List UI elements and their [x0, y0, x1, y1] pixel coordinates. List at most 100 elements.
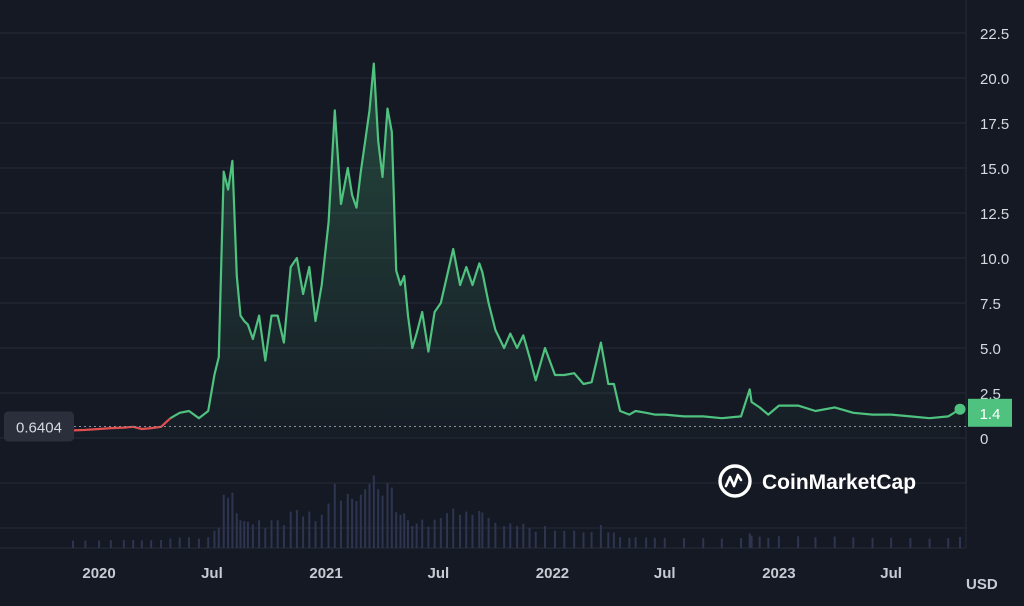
volume-bar	[314, 521, 317, 548]
price-line	[72, 62, 961, 432]
coinmarketcap-logo-icon	[718, 464, 752, 498]
x-tick-label: 2023	[762, 565, 795, 582]
volume-bar	[72, 540, 74, 548]
y-tick-label: 10.0	[980, 251, 1009, 268]
last-price-dot	[954, 403, 966, 415]
volume-bar	[534, 531, 537, 548]
volume-bar	[187, 537, 190, 548]
volume-bar	[959, 536, 961, 548]
volume-bar	[682, 538, 685, 548]
volume-bar	[251, 524, 254, 548]
volume-bar	[178, 537, 181, 548]
volume-bar	[231, 492, 234, 548]
volume-bar	[720, 538, 723, 548]
volume-bar	[481, 512, 484, 548]
volume-bar	[814, 537, 817, 548]
volume-bar	[563, 530, 566, 548]
last-price-tag	[968, 398, 1012, 427]
volume-bar	[465, 511, 468, 548]
volume-bar	[452, 508, 455, 548]
volume-bar	[197, 538, 200, 548]
y-tick-label: 17.5	[980, 116, 1009, 133]
price-area	[73, 63, 960, 438]
volume-bar	[258, 520, 261, 548]
volume-bar	[132, 540, 135, 548]
volume-bar	[160, 540, 163, 548]
volume-bar	[544, 526, 547, 548]
volume-bar	[122, 540, 125, 548]
volume-bar	[528, 527, 531, 548]
volume-bar	[748, 533, 751, 548]
volume-bar	[403, 513, 406, 548]
watermark-text: CoinMarketCap	[762, 471, 916, 494]
volume-bar	[871, 537, 874, 548]
volume-bar	[390, 487, 393, 548]
volume-bar	[582, 532, 585, 548]
y-tick-label: 5.0	[980, 341, 1001, 358]
volume-bar	[607, 532, 610, 548]
volume-bar	[302, 516, 305, 548]
currency-label: USD	[966, 576, 998, 593]
volume-bar	[522, 523, 525, 548]
volume-bar	[364, 489, 367, 548]
y-tick-label: 7.5	[980, 296, 1001, 313]
volume-bar	[590, 532, 593, 548]
volume-bar	[359, 494, 362, 548]
volume-bar	[758, 536, 761, 548]
volume-bar	[573, 530, 576, 548]
volume-bar	[333, 483, 336, 548]
volume-bar	[235, 513, 238, 548]
volume-bar	[98, 540, 101, 548]
volume-bar	[399, 514, 402, 548]
volume-bar	[346, 494, 349, 548]
volume-bar	[516, 526, 519, 548]
volume-bar	[264, 528, 267, 548]
volume-bar	[663, 537, 666, 548]
y-tick-label: 20.0	[980, 71, 1009, 88]
volume-bar	[276, 520, 279, 548]
volume-bar	[947, 538, 950, 548]
x-tick-label: Jul	[201, 565, 223, 582]
volume-bar	[246, 521, 249, 548]
volume-bar	[140, 540, 143, 548]
volume-bar	[239, 520, 242, 548]
volume-bar	[459, 514, 462, 548]
volume-bar	[767, 537, 770, 548]
volume-bar	[740, 538, 743, 548]
volume-bar	[395, 512, 398, 548]
volume-bar	[750, 535, 753, 548]
volume-bar	[478, 510, 481, 548]
volume-bar	[217, 527, 220, 548]
volume-bar	[368, 483, 371, 548]
volume-bar	[909, 538, 912, 548]
volume-bar	[421, 519, 424, 548]
y-tick-label: 15.0	[980, 161, 1009, 178]
y-tick-label: 0	[980, 431, 988, 448]
volume-bar	[351, 498, 354, 548]
volume-bar	[612, 532, 615, 548]
markers: 0.6404 1.4	[4, 398, 1012, 442]
volume-bar	[628, 537, 631, 548]
volume-bar	[852, 537, 855, 548]
volume-bar	[833, 536, 836, 548]
baseline-label: 0.6404	[16, 419, 62, 436]
volume-bar	[84, 540, 87, 548]
volume-bar	[599, 525, 602, 548]
price-line-down	[72, 417, 172, 432]
x-tick-label: Jul	[428, 565, 450, 582]
y-tick-label: 12.5	[980, 206, 1009, 223]
baseline-tag	[4, 411, 74, 442]
volume-bar	[243, 521, 246, 548]
volume-bar	[411, 526, 414, 548]
volume-bar	[702, 538, 705, 548]
volume-bar	[372, 475, 375, 548]
volume-bar	[320, 514, 323, 548]
volume-bar	[487, 518, 490, 548]
volume-bar	[207, 537, 210, 548]
volume-bar	[339, 500, 342, 548]
volume-bar	[446, 513, 449, 548]
volume-bar	[471, 514, 474, 548]
volume-bar	[222, 494, 225, 548]
volume-bar	[150, 540, 153, 548]
volume-bar	[169, 538, 172, 548]
